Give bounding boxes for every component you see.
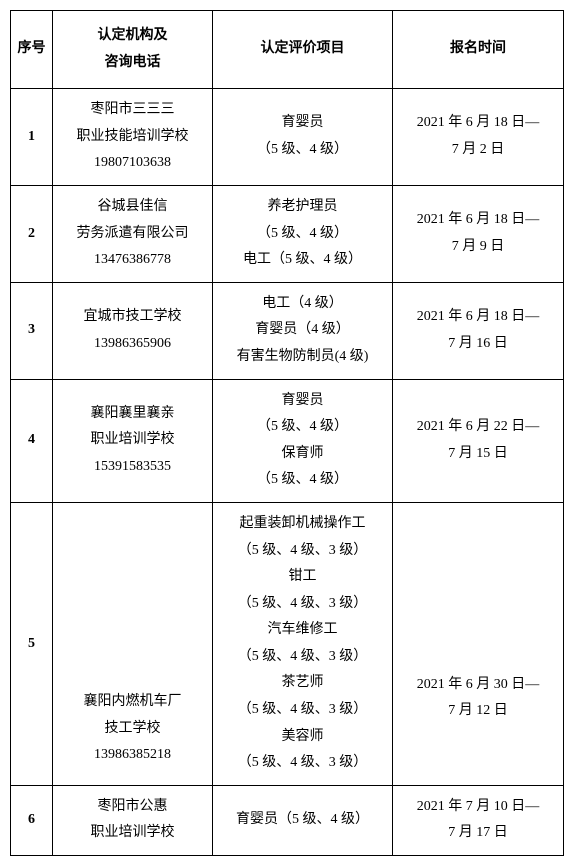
org-cell: 襄阳内燃机车厂技工学校13986385218 <box>53 502 213 785</box>
header-seq: 序号 <box>11 11 53 89</box>
seq-cell: 1 <box>11 89 53 186</box>
table-body: 1 枣阳市三三三职业技能培训学校19807103638 育婴员（5 级、4 级）… <box>11 89 564 856</box>
seq-cell: 5 <box>11 502 53 785</box>
table-header: 序号 认定机构及咨询电话 认定评价项目 报名时间 <box>11 11 564 89</box>
item-cell: 育婴员（5 级、4 级）保育师（5 级、4 级） <box>213 379 393 502</box>
certification-table: 序号 认定机构及咨询电话 认定评价项目 报名时间 1 枣阳市三三三职业技能培训学… <box>10 10 564 856</box>
header-row: 序号 认定机构及咨询电话 认定评价项目 报名时间 <box>11 11 564 89</box>
table-row: 4 襄阳襄里襄亲职业培训学校15391583535 育婴员（5 级、4 级）保育… <box>11 379 564 502</box>
header-date: 报名时间 <box>393 11 564 89</box>
table-row: 3 宜城市技工学校13986365906 电工（4 级）育婴员（4 级）有害生物… <box>11 282 564 379</box>
org-cell: 谷城县佳信劳务派遣有限公司13476386778 <box>53 185 213 282</box>
table-row: 6 枣阳市公惠职业培训学校 育婴员（5 级、4 级） 2021 年 7 月 10… <box>11 785 564 855</box>
seq-cell: 3 <box>11 282 53 379</box>
item-cell: 养老护理员（5 级、4 级）电工（5 级、4 级） <box>213 185 393 282</box>
org-cell: 枣阳市三三三职业技能培训学校19807103638 <box>53 89 213 186</box>
date-cell: 2021 年 6 月 18 日—7 月 9 日 <box>393 185 564 282</box>
table-row: 5 襄阳内燃机车厂技工学校13986385218 起重装卸机械操作工（5 级、4… <box>11 502 564 785</box>
date-cell: 2021 年 6 月 22 日—7 月 15 日 <box>393 379 564 502</box>
item-cell: 电工（4 级）育婴员（4 级）有害生物防制员(4 级) <box>213 282 393 379</box>
date-cell: 2021 年 6 月 18 日—7 月 2 日 <box>393 89 564 186</box>
org-cell: 枣阳市公惠职业培训学校 <box>53 785 213 855</box>
date-cell: 2021 年 7 月 10 日—7 月 17 日 <box>393 785 564 855</box>
item-cell: 起重装卸机械操作工（5 级、4 级、3 级）钳工（5 级、4 级、3 级）汽车维… <box>213 502 393 785</box>
header-org: 认定机构及咨询电话 <box>53 11 213 89</box>
seq-cell: 6 <box>11 785 53 855</box>
org-cell: 襄阳襄里襄亲职业培训学校15391583535 <box>53 379 213 502</box>
header-item: 认定评价项目 <box>213 11 393 89</box>
seq-cell: 4 <box>11 379 53 502</box>
table-row: 1 枣阳市三三三职业技能培训学校19807103638 育婴员（5 级、4 级）… <box>11 89 564 186</box>
item-cell: 育婴员（5 级、4 级） <box>213 89 393 186</box>
table-row: 2 谷城县佳信劳务派遣有限公司13476386778 养老护理员（5 级、4 级… <box>11 185 564 282</box>
date-cell: 2021 年 6 月 30 日—7 月 12 日 <box>393 502 564 785</box>
date-cell: 2021 年 6 月 18 日—7 月 16 日 <box>393 282 564 379</box>
seq-cell: 2 <box>11 185 53 282</box>
item-cell: 育婴员（5 级、4 级） <box>213 785 393 855</box>
org-cell: 宜城市技工学校13986365906 <box>53 282 213 379</box>
